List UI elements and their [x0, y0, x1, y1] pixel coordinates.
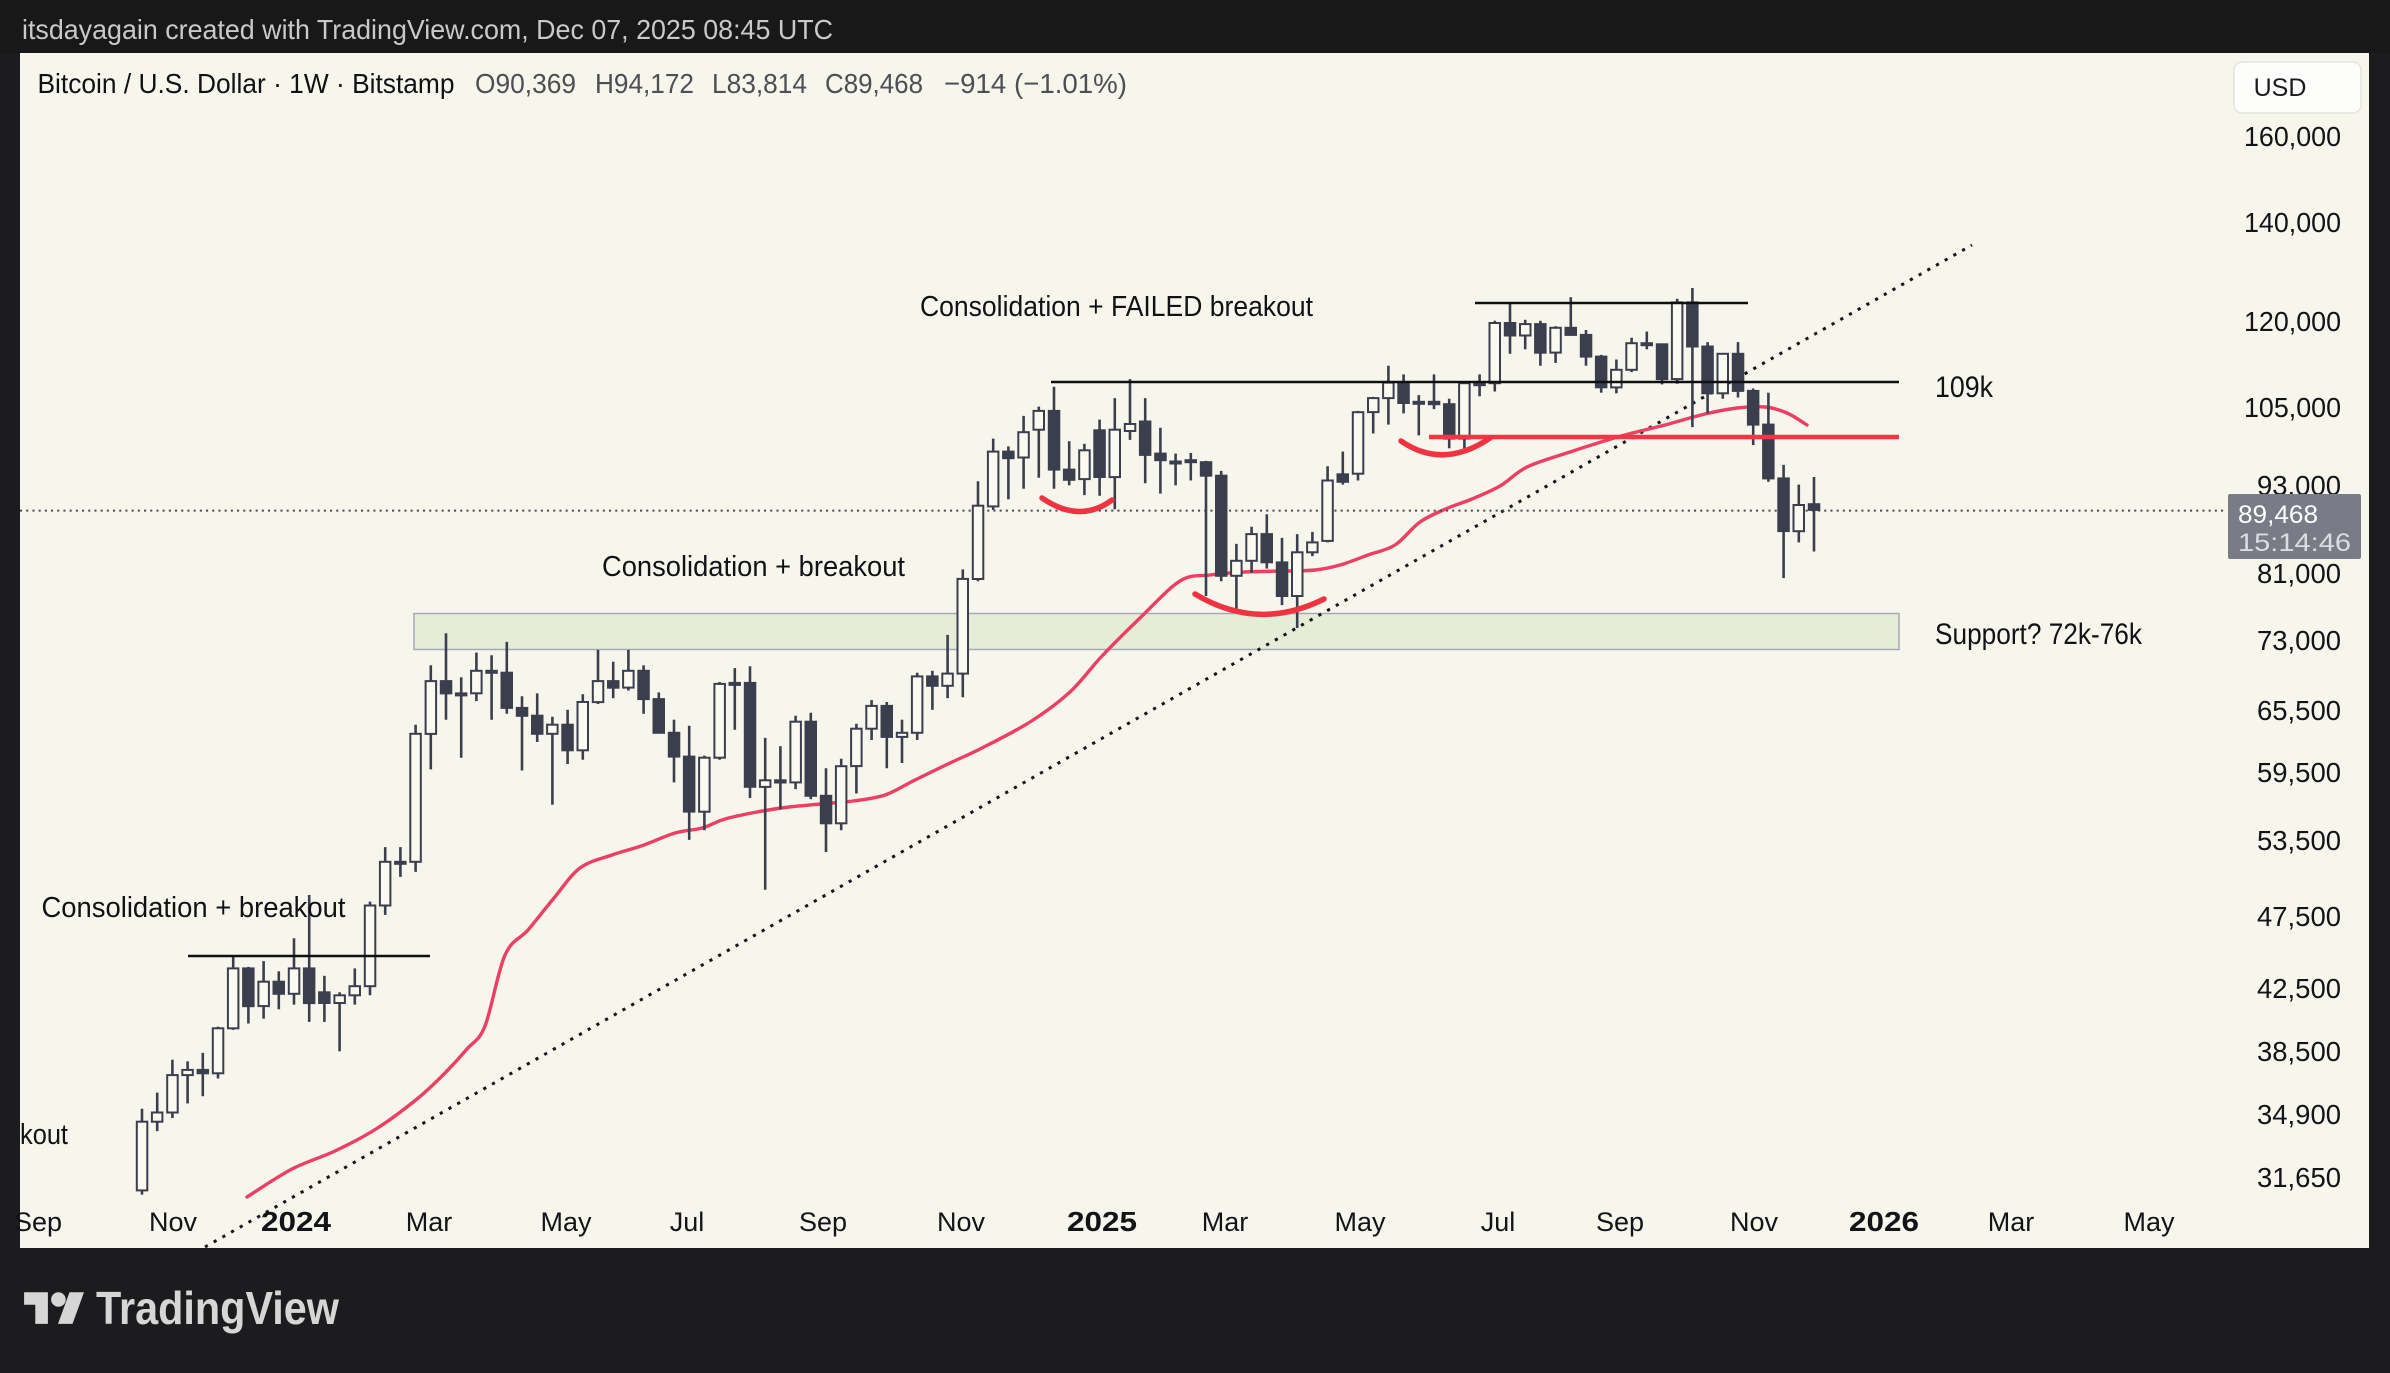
- svg-text:L83,814: L83,814: [712, 68, 807, 99]
- svg-text:34,900: 34,900: [2257, 1099, 2341, 1130]
- svg-text:42,500: 42,500: [2257, 973, 2341, 1004]
- svg-text:Jul: Jul: [670, 1207, 705, 1237]
- svg-text:160,000: 160,000: [2244, 121, 2341, 152]
- svg-text:81,000: 81,000: [2257, 558, 2341, 589]
- svg-text:TradingView: TradingView: [96, 1282, 339, 1334]
- svg-text:89,468: 89,468: [2238, 501, 2318, 529]
- svg-text:53,500: 53,500: [2257, 825, 2341, 856]
- svg-text:2026: 2026: [1849, 1206, 1919, 1237]
- svg-text:Mar: Mar: [406, 1207, 453, 1237]
- svg-text:USD: USD: [2254, 74, 2307, 102]
- svg-text:Nov: Nov: [149, 1207, 198, 1237]
- svg-text:−914 (−1.01%): −914 (−1.01%): [944, 68, 1127, 99]
- svg-text:2025: 2025: [1067, 1206, 1137, 1237]
- svg-text:itsdayagain created with Tradi: itsdayagain created with TradingView.com…: [22, 14, 833, 45]
- svg-text:105,000: 105,000: [2244, 392, 2341, 423]
- svg-text:140,000: 140,000: [2244, 207, 2341, 238]
- svg-text:120,000: 120,000: [2244, 306, 2341, 337]
- svg-text:May: May: [1334, 1207, 1386, 1237]
- svg-text:May: May: [540, 1207, 592, 1237]
- svg-text:C89,468: C89,468: [825, 68, 923, 99]
- svg-text:Nov: Nov: [937, 1207, 986, 1237]
- svg-text:Sep: Sep: [799, 1207, 847, 1237]
- svg-text:73,000: 73,000: [2257, 625, 2341, 656]
- svg-text:Consolidation + breakout: Consolidation + breakout: [602, 551, 905, 583]
- svg-text:Mar: Mar: [1202, 1207, 1249, 1237]
- svg-text:47,500: 47,500: [2257, 901, 2341, 932]
- svg-text:Sep: Sep: [1596, 1207, 1644, 1237]
- svg-text:Consolidation + breakout: Consolidation + breakout: [42, 892, 346, 924]
- svg-text:O90,369: O90,369: [475, 68, 576, 99]
- svg-text:Mar: Mar: [1988, 1207, 2035, 1237]
- svg-text:Sep: Sep: [14, 1207, 62, 1237]
- svg-text:38,500: 38,500: [2257, 1036, 2341, 1067]
- svg-text:Support? 72k-76k: Support? 72k-76k: [1935, 618, 2143, 651]
- svg-text:65,500: 65,500: [2257, 695, 2341, 726]
- svg-text:H94,172: H94,172: [595, 68, 694, 99]
- svg-text:31,650: 31,650: [2257, 1162, 2341, 1193]
- svg-text:Consolidation + FAILED breakou: Consolidation + FAILED breakout: [920, 291, 1313, 323]
- svg-text:59,500: 59,500: [2257, 757, 2341, 788]
- svg-text:Jul: Jul: [1481, 1207, 1516, 1237]
- svg-text:kout: kout: [20, 1119, 68, 1151]
- svg-text:15:14:46: 15:14:46: [2238, 529, 2351, 557]
- svg-text:May: May: [2123, 1207, 2175, 1237]
- svg-text:Nov: Nov: [1730, 1207, 1779, 1237]
- svg-text:Bitcoin / U.S. Dollar · 1W · B: Bitcoin / U.S. Dollar · 1W · Bitstamp: [38, 68, 455, 99]
- svg-text:109k: 109k: [1935, 371, 1994, 404]
- svg-text:2024: 2024: [261, 1206, 331, 1237]
